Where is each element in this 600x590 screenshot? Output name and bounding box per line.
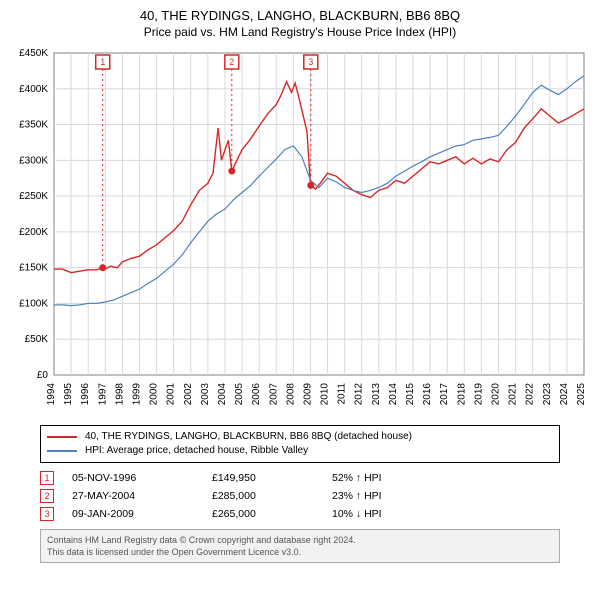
svg-text:2005: 2005 (234, 383, 245, 406)
svg-text:2020: 2020 (491, 383, 502, 406)
svg-text:2000: 2000 (149, 383, 160, 406)
svg-text:2025: 2025 (576, 383, 587, 406)
svg-text:2013: 2013 (371, 383, 382, 406)
svg-text:1996: 1996 (80, 383, 91, 406)
sale-row: 3 09-JAN-2009 £265,000 10% ↓ HPI (40, 505, 560, 523)
svg-text:2022: 2022 (525, 383, 536, 406)
svg-text:2021: 2021 (508, 383, 519, 406)
chart-plot-area: £0 £50K £100K £150K £200K £250K £300K £350K £400… (10, 47, 590, 417)
legend-item-hpi: HPI: Average price, detached house, Ribb… (47, 444, 553, 458)
svg-text:£0: £0 (37, 370, 49, 381)
svg-text:2: 2 (229, 57, 234, 67)
svg-text:2024: 2024 (559, 383, 570, 406)
svg-text:£450K: £450K (19, 48, 48, 59)
svg-text:£350K: £350K (19, 120, 48, 131)
svg-text:2015: 2015 (405, 383, 416, 406)
svg-text:2004: 2004 (217, 383, 228, 406)
sale-date: 09-JAN-2009 (72, 508, 212, 520)
sale-marker-icon: 1 (40, 471, 54, 485)
sale-marker-icon: 3 (40, 507, 54, 521)
footer-line1: Contains HM Land Registry data © Crown c… (47, 534, 553, 546)
sale-price: £149,950 (212, 472, 332, 484)
line-chart-svg: £0 £50K £100K £150K £200K £250K £300K £350K £400… (10, 47, 590, 417)
svg-text:£300K: £300K (19, 155, 48, 166)
sale-price: £265,000 (212, 508, 332, 520)
legend-swatch-property (47, 436, 77, 438)
chart-container: 40, THE RYDINGS, LANGHO, BLACKBURN, BB6 … (0, 0, 600, 569)
sale-vs-hpi: 23% ↑ HPI (332, 490, 452, 502)
sale-marker-icon: 2 (40, 489, 54, 503)
legend-label-hpi: HPI: Average price, detached house, Ribb… (85, 444, 308, 458)
svg-text:1999: 1999 (131, 383, 142, 406)
svg-text:2012: 2012 (354, 383, 365, 406)
legend-swatch-hpi (47, 450, 77, 452)
sale-vs-hpi: 52% ↑ HPI (332, 472, 452, 484)
sale-row: 1 05-NOV-1996 £149,950 52% ↑ HPI (40, 469, 560, 487)
svg-text:£150K: £150K (19, 263, 48, 274)
svg-text:1997: 1997 (97, 383, 108, 406)
svg-text:2016: 2016 (422, 383, 433, 406)
svg-text:£250K: £250K (19, 191, 48, 202)
svg-text:£100K: £100K (19, 298, 48, 309)
sale-date: 27-MAY-2004 (72, 490, 212, 502)
legend-box: 40, THE RYDINGS, LANGHO, BLACKBURN, BB6 … (40, 425, 560, 463)
svg-text:£400K: £400K (19, 84, 48, 95)
svg-text:£50K: £50K (25, 334, 49, 345)
svg-text:2023: 2023 (542, 383, 553, 406)
svg-text:2010: 2010 (320, 383, 331, 406)
chart-title: 40, THE RYDINGS, LANGHO, BLACKBURN, BB6 … (10, 8, 590, 23)
svg-text:3: 3 (308, 57, 313, 67)
svg-text:1994: 1994 (46, 383, 57, 406)
svg-text:2017: 2017 (439, 383, 450, 406)
svg-text:2008: 2008 (285, 383, 296, 406)
svg-text:2003: 2003 (200, 383, 211, 406)
svg-text:1: 1 (100, 57, 105, 67)
sales-table: 1 05-NOV-1996 £149,950 52% ↑ HPI 2 27-MA… (40, 469, 560, 523)
footer-attribution: Contains HM Land Registry data © Crown c… (40, 529, 560, 563)
svg-text:2001: 2001 (166, 383, 177, 406)
footer-line2: This data is licensed under the Open Gov… (47, 546, 553, 558)
sale-price: £285,000 (212, 490, 332, 502)
svg-text:2002: 2002 (183, 383, 194, 406)
sale-vs-hpi: 10% ↓ HPI (332, 508, 452, 520)
svg-text:2006: 2006 (251, 383, 262, 406)
svg-text:2014: 2014 (388, 383, 399, 406)
svg-text:1998: 1998 (114, 383, 125, 406)
svg-text:2018: 2018 (456, 383, 467, 406)
svg-text:2009: 2009 (302, 383, 313, 406)
legend-label-property: 40, THE RYDINGS, LANGHO, BLACKBURN, BB6 … (85, 430, 412, 444)
legend-item-property: 40, THE RYDINGS, LANGHO, BLACKBURN, BB6 … (47, 430, 553, 444)
svg-text:2011: 2011 (337, 383, 348, 405)
svg-text:2007: 2007 (268, 383, 279, 406)
svg-text:1995: 1995 (63, 383, 74, 406)
svg-text:£200K: £200K (19, 227, 48, 238)
sale-row: 2 27-MAY-2004 £285,000 23% ↑ HPI (40, 487, 560, 505)
sale-date: 05-NOV-1996 (72, 472, 212, 484)
chart-subtitle: Price paid vs. HM Land Registry's House … (10, 25, 590, 39)
svg-text:2019: 2019 (473, 383, 484, 406)
